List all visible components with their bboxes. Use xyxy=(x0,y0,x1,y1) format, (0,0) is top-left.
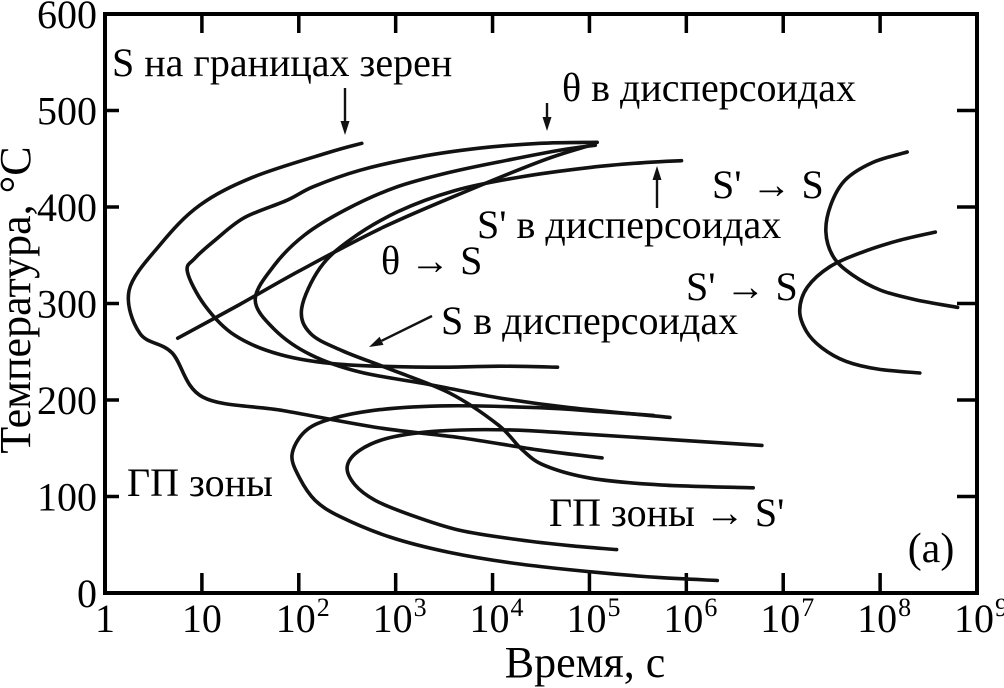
label-theta-to-s: θ → S xyxy=(381,238,482,283)
curve-s-on-grain-boundaries xyxy=(126,141,604,460)
x-tick-label: 10 xyxy=(182,596,222,641)
label-panel-a: (a) xyxy=(908,526,955,572)
x-axis-title: Время, с xyxy=(505,638,666,687)
x-tick-label: 1 xyxy=(95,596,115,641)
y-tick-label: 400 xyxy=(37,185,97,230)
x-tick-label: 107 xyxy=(760,593,814,641)
y-tick-label: 500 xyxy=(37,89,97,134)
curve-s-prime-to-s-upper xyxy=(824,150,960,310)
y-tick-label: 200 xyxy=(37,378,97,423)
y-tick-label: 100 xyxy=(37,475,97,520)
x-tick-label: 102 xyxy=(276,593,330,641)
curve-s-prime-in-dispersoids xyxy=(299,158,755,490)
label-s-grain-boundaries: S на границах зерен xyxy=(112,40,452,85)
arrow-to-s-dispersoids-curve-shaft xyxy=(381,314,433,342)
arrow-to-s-prime-dispersoids-curve-head xyxy=(652,166,662,180)
x-tick-label: 105 xyxy=(566,593,620,641)
curve-gp-zones xyxy=(290,403,720,583)
curves-group xyxy=(126,140,960,583)
label-gp-zones: ГП зоны xyxy=(127,460,273,505)
tick-labels-group: 1 10 102 103 104 105 106 107 108 109 0 100 200 300 400… xyxy=(37,0,1004,641)
y-tick-label: 300 xyxy=(37,282,97,327)
label-s-prime-to-s-upper: S' → S xyxy=(712,162,824,207)
label-gp-zones-to-s-prime: ГП зоны → S' xyxy=(549,490,784,535)
y-axis-title: Температура, °C xyxy=(0,146,40,453)
arrows-group xyxy=(340,88,662,347)
axis-ticks-group xyxy=(105,14,977,593)
x-tick-label: 109 xyxy=(954,593,1004,641)
x-tick-label: 106 xyxy=(663,593,717,641)
curve-gp-zones-to-s-prime xyxy=(345,427,764,552)
x-tick-label: 103 xyxy=(373,593,427,641)
label-s-prime-to-s-lower: S' → S xyxy=(686,264,798,309)
y-tick-label: 0 xyxy=(77,571,97,616)
annotations-group: S на границах зерен θ в дисперсоидах S' → … xyxy=(112,40,954,572)
label-theta-dispersoids: θ в дисперсоидах xyxy=(562,65,856,110)
curve-s-prime-to-s-lower xyxy=(797,230,938,375)
curve-theta-in-dispersoids xyxy=(185,140,599,370)
arrow-to-theta-dispersoids-curve-head xyxy=(542,117,552,131)
x-tick-label: 108 xyxy=(857,593,911,641)
label-s-prime-dispersoids: S' в дисперсоидах xyxy=(477,202,781,247)
x-tick-label: 104 xyxy=(470,593,524,641)
arrow-to-s-dispersoids-curve-head xyxy=(369,336,384,347)
arrow-to-s-grain-boundary-curve-head xyxy=(340,121,350,135)
curve-theta-to-s xyxy=(175,143,593,340)
y-tick-label: 600 xyxy=(37,0,97,37)
label-s-dispersoids: S в дисперсоидах xyxy=(441,298,738,343)
